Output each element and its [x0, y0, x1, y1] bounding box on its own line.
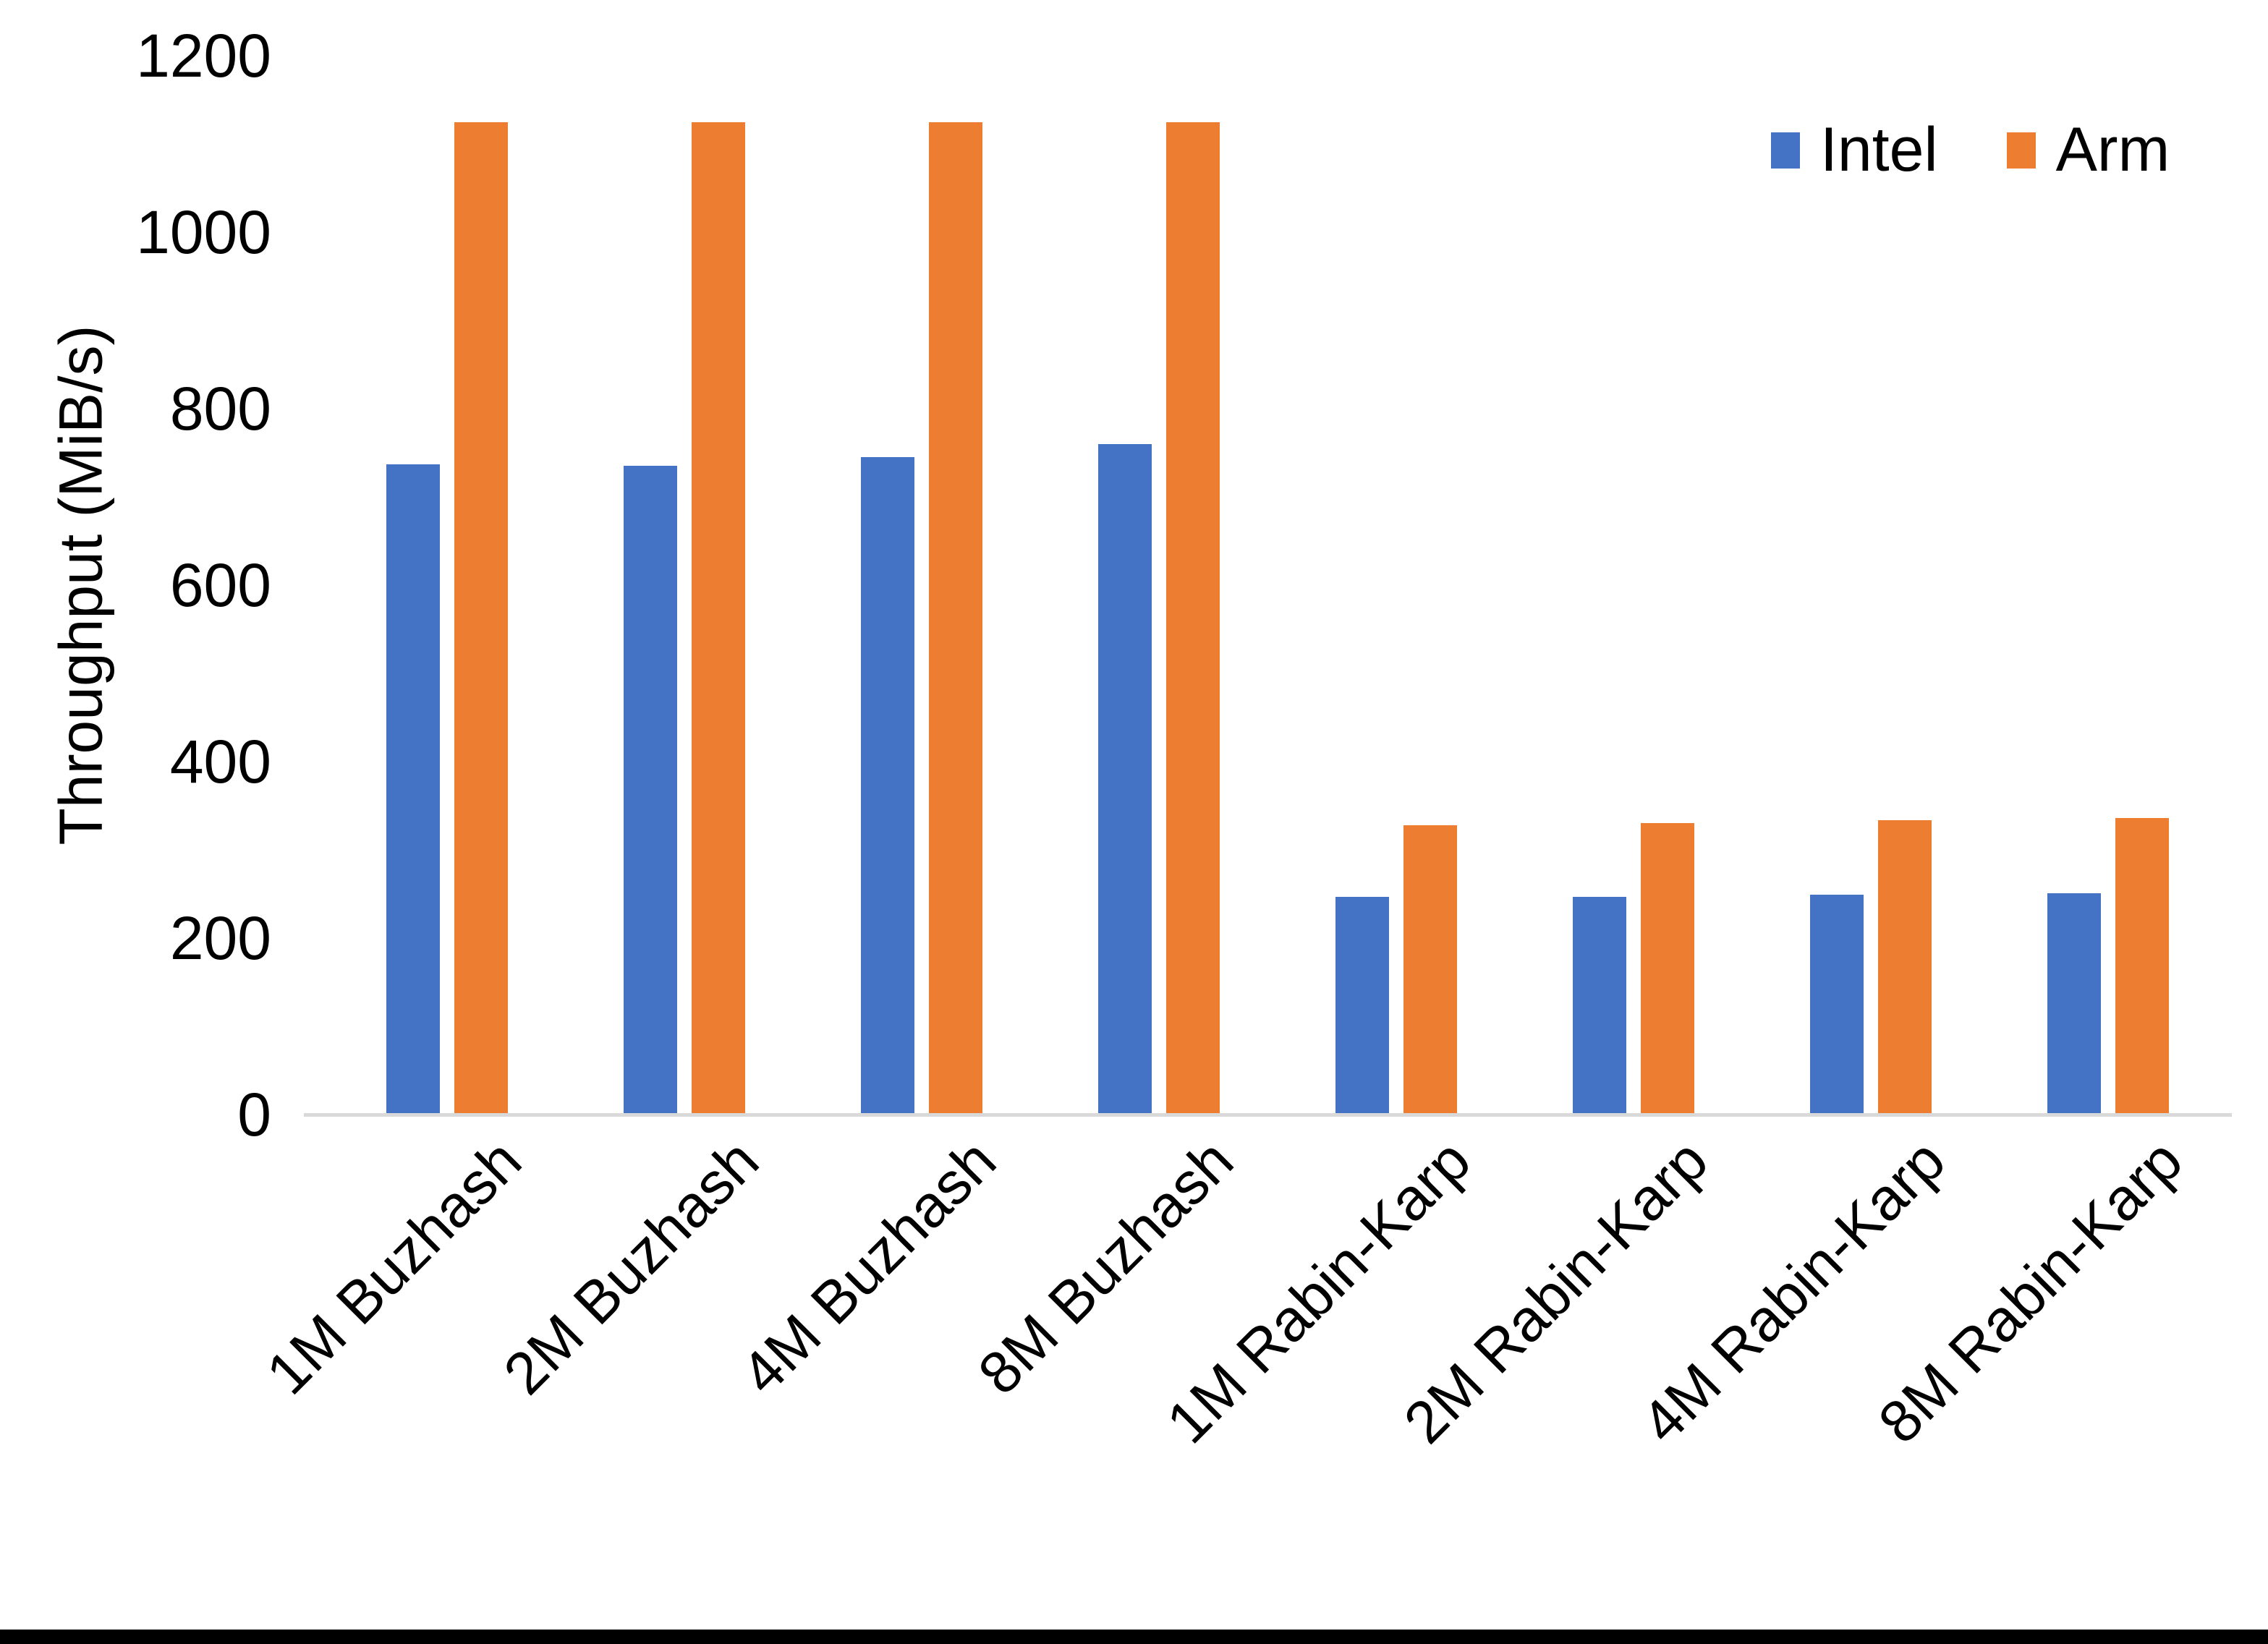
- bar-intel-1m-buzhash: [386, 464, 440, 1115]
- screenshot-bottom-border: [0, 1630, 2268, 1644]
- bar-group-1m-buzhash: [386, 56, 508, 1115]
- y-tick-label-800: 800: [169, 375, 271, 443]
- intel-series-swatch-icon: [1771, 132, 1800, 169]
- bar-group-1m-rabin-karp: [1335, 56, 1457, 1115]
- y-tick-label-1200: 1200: [136, 22, 271, 90]
- legend-item-intel: Intel: [1771, 114, 1938, 186]
- bar-group-4m-rabin-karp: [1810, 56, 1932, 1115]
- bar-group-4m-buzhash: [861, 56, 982, 1115]
- bar-intel-2m-buzhash: [624, 466, 677, 1115]
- bar-arm-2m-buzhash: [692, 122, 745, 1115]
- bar-group-8m-rabin-karp: [2047, 56, 2169, 1115]
- x-axis-baseline: [304, 1113, 2232, 1117]
- bar-arm-1m-buzhash: [454, 122, 508, 1115]
- y-tick-label-1000: 1000: [136, 198, 271, 266]
- legend-label-intel: Intel: [1820, 115, 1938, 184]
- y-tick-label-0: 0: [237, 1081, 271, 1149]
- bar-intel-4m-rabin-karp: [1810, 895, 1864, 1115]
- bar-intel-1m-rabin-karp: [1335, 896, 1389, 1115]
- bar-arm-4m-buzhash: [929, 122, 982, 1115]
- bar-arm-8m-rabin-karp: [2115, 818, 2169, 1115]
- y-tick-label-200: 200: [169, 904, 271, 972]
- bar-group-2m-rabin-karp: [1573, 56, 1694, 1115]
- plot-area: [304, 56, 2232, 1115]
- x-category-label-4m-buzhash: 4M Buzhash: [729, 1127, 1009, 1407]
- legend-item-arm: Arm: [2006, 114, 2170, 186]
- legend: Intel Arm: [1771, 114, 2170, 186]
- bar-arm-4m-rabin-karp: [1878, 819, 1932, 1115]
- arm-series-swatch-icon: [2006, 132, 2036, 169]
- bar-arm-1m-rabin-karp: [1403, 825, 1457, 1115]
- legend-label-arm: Arm: [2055, 115, 2170, 184]
- bar-arm-8m-buzhash: [1166, 122, 1220, 1115]
- bar-group-2m-buzhash: [624, 56, 745, 1115]
- bar-group-8m-buzhash: [1098, 56, 1220, 1115]
- y-tick-label-400: 400: [169, 728, 271, 796]
- x-category-label-2m-buzhash: 2M Buzhash: [491, 1127, 772, 1407]
- bar-intel-8m-rabin-karp: [2047, 893, 2101, 1115]
- bar-intel-4m-buzhash: [861, 457, 914, 1115]
- bar-intel-2m-rabin-karp: [1573, 896, 1626, 1115]
- bar-arm-2m-rabin-karp: [1641, 823, 1694, 1115]
- x-category-label-1m-buzhash: 1M Buzhash: [254, 1127, 535, 1407]
- bar-intel-8m-buzhash: [1098, 443, 1152, 1115]
- y-tick-label-600: 600: [169, 551, 271, 619]
